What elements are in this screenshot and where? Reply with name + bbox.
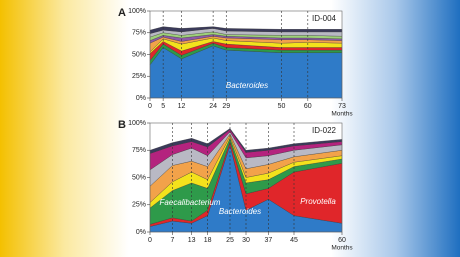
- x-tick-label: 0: [148, 237, 152, 244]
- series-label: Provotella: [300, 197, 336, 206]
- series-label: Faecalibacterium: [160, 198, 221, 207]
- y-tick-label: 75%: [132, 30, 146, 37]
- x-tick-label: 12: [178, 103, 186, 110]
- x-tick-label: 60: [338, 237, 346, 244]
- x-tick-label: 73: [338, 103, 346, 110]
- y-tick-label: 100%: [128, 8, 146, 15]
- x-tick-label: 24: [209, 103, 217, 110]
- series-label: Bacteroides: [226, 81, 268, 90]
- x-tick-label: 7: [170, 237, 174, 244]
- x-tick-label: 45: [290, 237, 298, 244]
- x-axis-label: Months: [331, 245, 353, 252]
- plot-area: [149, 11, 343, 99]
- y-tick-label: 50%: [132, 51, 146, 58]
- series-label: Bacteroides: [219, 207, 261, 216]
- x-tick-label: 5: [161, 103, 165, 110]
- y-tick-label: 25%: [132, 202, 146, 209]
- x-tick-label: 29: [222, 103, 230, 110]
- x-tick-label: 0: [148, 103, 152, 110]
- y-tick-label: 0%: [136, 229, 146, 236]
- y-tick-label: 100%: [128, 120, 146, 127]
- y-tick-label: 25%: [132, 73, 146, 80]
- x-tick-label: 37: [265, 237, 273, 244]
- x-tick-label: 25: [226, 237, 234, 244]
- x-tick-label: 13: [188, 237, 196, 244]
- y-tick-label: 75%: [132, 147, 146, 154]
- id-label: ID-004: [312, 14, 337, 23]
- panel-label: B: [118, 119, 126, 131]
- panel-label: A: [118, 7, 126, 19]
- y-tick-label: 0%: [136, 95, 146, 102]
- x-tick-label: 60: [304, 103, 312, 110]
- id-label: ID-022: [312, 126, 337, 135]
- x-tick-label: 18: [204, 237, 212, 244]
- x-tick-label: 30: [242, 237, 250, 244]
- y-tick-label: 50%: [132, 174, 146, 181]
- x-tick-label: 50: [278, 103, 286, 110]
- x-axis-label: Months: [331, 111, 353, 118]
- plot-area: [149, 123, 343, 233]
